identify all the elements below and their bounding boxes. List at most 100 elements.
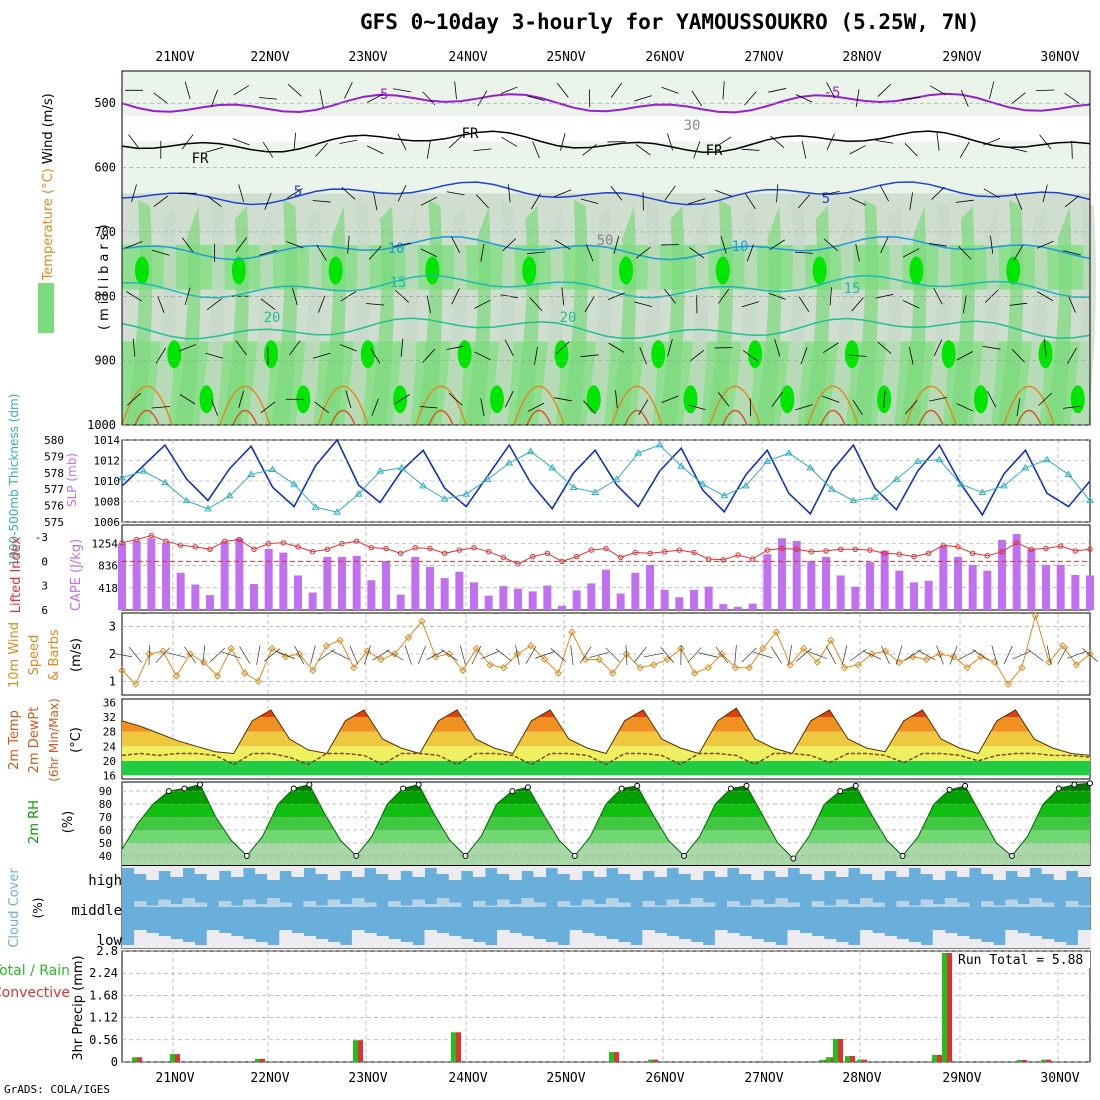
precip-tick: 0.56 (89, 1033, 118, 1047)
rh-plume (440, 206, 467, 425)
wind-barb (956, 403, 974, 412)
wind-barb (883, 390, 886, 409)
cloud-low (146, 933, 159, 948)
wind-barb (1003, 645, 1013, 665)
cloud-high (351, 866, 365, 877)
precip-total-bar (857, 1059, 862, 1062)
cloud-low (666, 936, 680, 948)
cloud-middle (533, 902, 546, 907)
cloud-low (267, 945, 280, 948)
chart-title: GFS 0~10day 3-hourly for YAMOUSSOUKRO (5… (360, 10, 980, 34)
cloud-low (472, 942, 486, 948)
wind-barb (129, 647, 143, 663)
wind-barb (741, 301, 760, 308)
cloud-low (872, 933, 885, 948)
rh-point (1071, 781, 1078, 788)
isotherm-25 (415, 385, 467, 426)
date-label-top: 22NOV (250, 50, 289, 65)
rh-plume (198, 199, 225, 425)
wind-barb (426, 650, 445, 660)
cloud-high (448, 866, 462, 880)
wind-barb (151, 406, 170, 409)
cape-bar (455, 571, 464, 610)
rh-plume (126, 199, 153, 425)
lifted-index-point (955, 544, 961, 550)
precip-total-bar (648, 1059, 653, 1062)
cloud-middle (400, 905, 413, 907)
cloud-low (364, 933, 377, 948)
thickness-point (569, 483, 578, 491)
cape-bar (660, 589, 669, 610)
thickness-point (677, 462, 686, 469)
rh-high-patch (328, 256, 343, 285)
rh-band (122, 829, 1090, 843)
thickness-point (462, 490, 471, 497)
wind-barb (821, 191, 840, 196)
precip-convective-bar (862, 1059, 867, 1062)
wind-barb (532, 141, 540, 159)
rh-point (306, 781, 313, 788)
wind-barb (848, 354, 867, 357)
cloud-high (412, 866, 425, 877)
wind-speed-point (936, 650, 944, 658)
cloud-high (170, 866, 183, 877)
wind-barb (1011, 349, 1025, 363)
wind-barb (742, 350, 758, 362)
isotherm-30 (134, 409, 160, 426)
rh-plume (948, 206, 975, 425)
cloud-low (485, 945, 498, 948)
wind-barb (1068, 295, 1076, 313)
rh-plume (706, 199, 733, 425)
lifted-index-point (295, 544, 301, 550)
thickness-point (871, 493, 879, 500)
wind-barb (341, 186, 356, 200)
cape-bar (440, 578, 449, 610)
lifted-index-point (456, 547, 463, 553)
date-label-bottom: 21NOV (155, 1071, 194, 1086)
thickness-slp-panel: 575 576 577 578 579 580 1006 1008 1010 1012 1014 10… (7, 394, 1094, 566)
wind-barb (286, 241, 304, 249)
thickness-point (1021, 463, 1030, 471)
cloud-high (823, 866, 837, 871)
lifted-index-point (500, 554, 507, 561)
cloud-middle (1017, 904, 1030, 907)
precip-total-bar (353, 1040, 358, 1062)
lifted-index-point (720, 557, 727, 563)
wind-barb (238, 390, 245, 409)
rh-point (852, 782, 859, 789)
wind-barb (315, 142, 328, 157)
wind-barb (419, 406, 438, 409)
wind-barb (929, 242, 947, 247)
cape-bar (162, 542, 170, 610)
wind-speed-point (172, 672, 181, 680)
wind-barb (1063, 250, 1081, 256)
precip-tick: 1.12 (89, 1011, 118, 1025)
thickness-point (1064, 470, 1073, 477)
precip-total-bar (1041, 1059, 1046, 1062)
precip-total-bar (1017, 1060, 1022, 1062)
li-ylabel: Lifted Index (9, 536, 24, 613)
cloud-high (714, 866, 728, 877)
cape-bar (968, 564, 977, 610)
date-label-top: 27NOV (744, 50, 783, 65)
precip-total-bar (170, 1054, 175, 1062)
wind-barb (310, 645, 316, 665)
cloud-low (1065, 945, 1079, 948)
wind-barb (1071, 140, 1073, 159)
rh-high-patch (457, 340, 472, 369)
cloud-low (654, 933, 667, 948)
isotherm-25 (121, 385, 173, 426)
cloud-high (1017, 866, 1030, 877)
precip-convective-bar (175, 1054, 180, 1062)
cloud-ylabel-2: (%) (31, 898, 45, 919)
rh-high-patch (1070, 385, 1085, 414)
wind-barb (166, 652, 187, 658)
wind-barb (209, 647, 225, 663)
slp-tick: 1012 (94, 455, 121, 468)
wind-speed-point (118, 666, 126, 675)
wind-barb (933, 288, 943, 305)
wind-barb (561, 287, 565, 306)
cloud-high (944, 866, 958, 871)
wind-barb (264, 192, 272, 210)
